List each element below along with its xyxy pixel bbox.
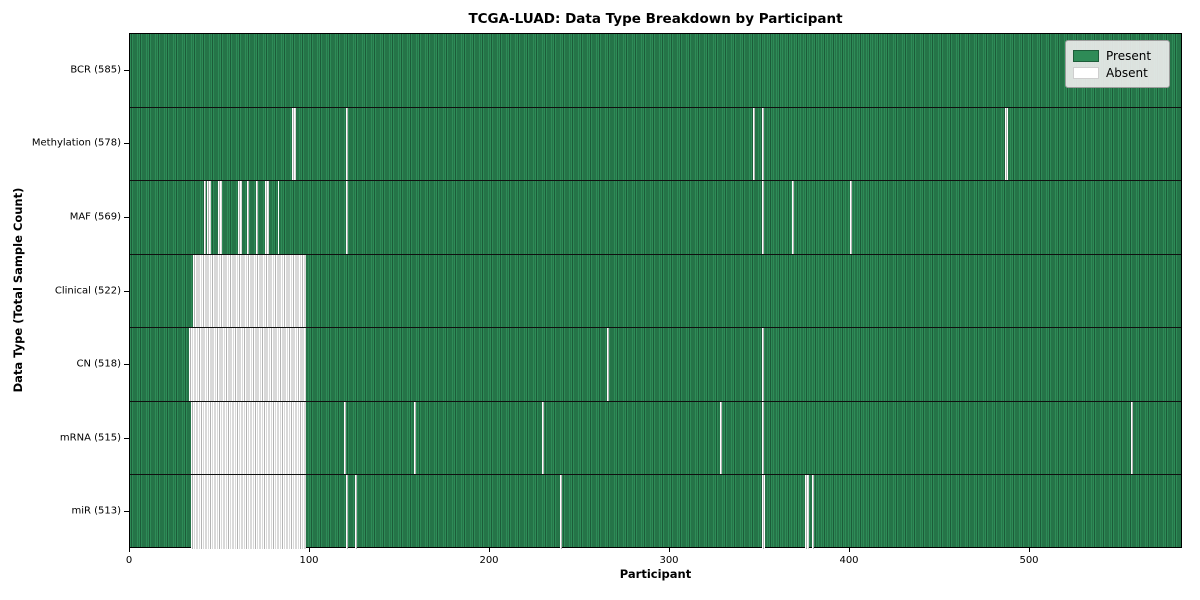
x-tick-label: 0 [125,555,133,566]
x-tick-mark [1029,548,1030,552]
absent-segment [761,107,764,181]
heatmap-row-BCR [130,34,1181,108]
chart-title: TCGA-LUAD: Data Type Breakdown by Partic… [468,11,843,27]
y-tick-label-MAF: MAF (569) [69,211,121,223]
absent-segment [256,181,258,254]
legend-entry-absent: Absent [1073,64,1161,81]
absent-segment [752,107,755,181]
x-tick-mark [489,548,490,552]
absent-segment [189,328,307,401]
absent-segment [761,475,766,549]
absent-segment [1130,401,1133,475]
x-tick-label: 300 [659,555,679,566]
absent-segment [346,107,348,181]
x-tick-label: 100 [299,555,319,566]
heatmap-row-MAF [130,181,1181,255]
heatmap-row-miR [130,475,1181,549]
heatmap-row-Clinical [130,254,1181,329]
legend-entry-present: Present [1073,47,1161,64]
absent-segment [265,181,269,254]
x-axis-title: Participant [619,567,692,581]
absent-segment [792,181,795,254]
absent-segment [850,181,852,254]
heatmap-row-CN [130,328,1181,402]
absent-segment [207,181,211,254]
x-tick-mark [849,548,850,552]
y-tick-mark [124,511,129,513]
x-tick-label: 400 [839,555,859,566]
y-tick-label-miR: miR (513) [71,505,121,517]
absent-segment [414,401,417,475]
y-tick-mark [124,437,129,439]
absent-segment [193,254,307,328]
y-tick-label-mRNA: mRNA (515) [59,432,121,444]
absent-segment [277,181,280,254]
absent-segment [238,181,242,254]
y-tick-label-Clinical: Clinical (522) [54,285,121,296]
y-tick-label-Methylation: Methylation (578) [31,137,121,149]
heatmap-row-Methylation [130,107,1181,182]
absent-segment [203,181,206,254]
legend: Present Absent [1065,40,1170,88]
x-tick-mark [669,548,670,552]
y-tick-label-BCR: BCR (585) [70,64,121,76]
absent-segment [542,401,544,475]
absent-segment [812,475,814,549]
y-tick-mark [124,216,129,218]
absent-segment [1004,107,1009,181]
legend-swatch-present-icon [1073,49,1099,62]
x-tick-mark [129,548,130,552]
y-tick-mark [124,143,129,145]
x-tick-label: 200 [479,555,499,566]
plot-area: Present Absent [129,33,1182,549]
x-tick-label: 500 [1019,555,1039,566]
absent-segment [560,475,562,549]
absent-segment [191,475,307,549]
absent-segment [218,181,222,254]
y-tick-mark [124,290,129,292]
legend-label-present: Present [1106,48,1152,63]
absent-segment [720,401,723,475]
absent-segment [607,328,609,401]
absent-segment [247,181,249,254]
absent-segment [191,401,307,475]
absent-segment [355,475,357,549]
absent-segment [346,181,348,254]
heatmap-row-mRNA [130,401,1181,476]
absent-segment [761,328,764,401]
y-tick-mark [124,364,129,366]
absent-segment [344,401,346,475]
y-tick-label-CN: CN (518) [76,358,121,370]
absent-segment [805,475,809,549]
y-tick-mark [124,69,129,71]
absent-segment [292,107,296,181]
absent-segment [761,181,764,254]
absent-segment [346,475,348,549]
legend-swatch-absent-icon [1073,66,1099,79]
legend-label-absent: Absent [1106,65,1148,80]
x-tick-mark [309,548,310,552]
absent-segment [761,401,764,475]
